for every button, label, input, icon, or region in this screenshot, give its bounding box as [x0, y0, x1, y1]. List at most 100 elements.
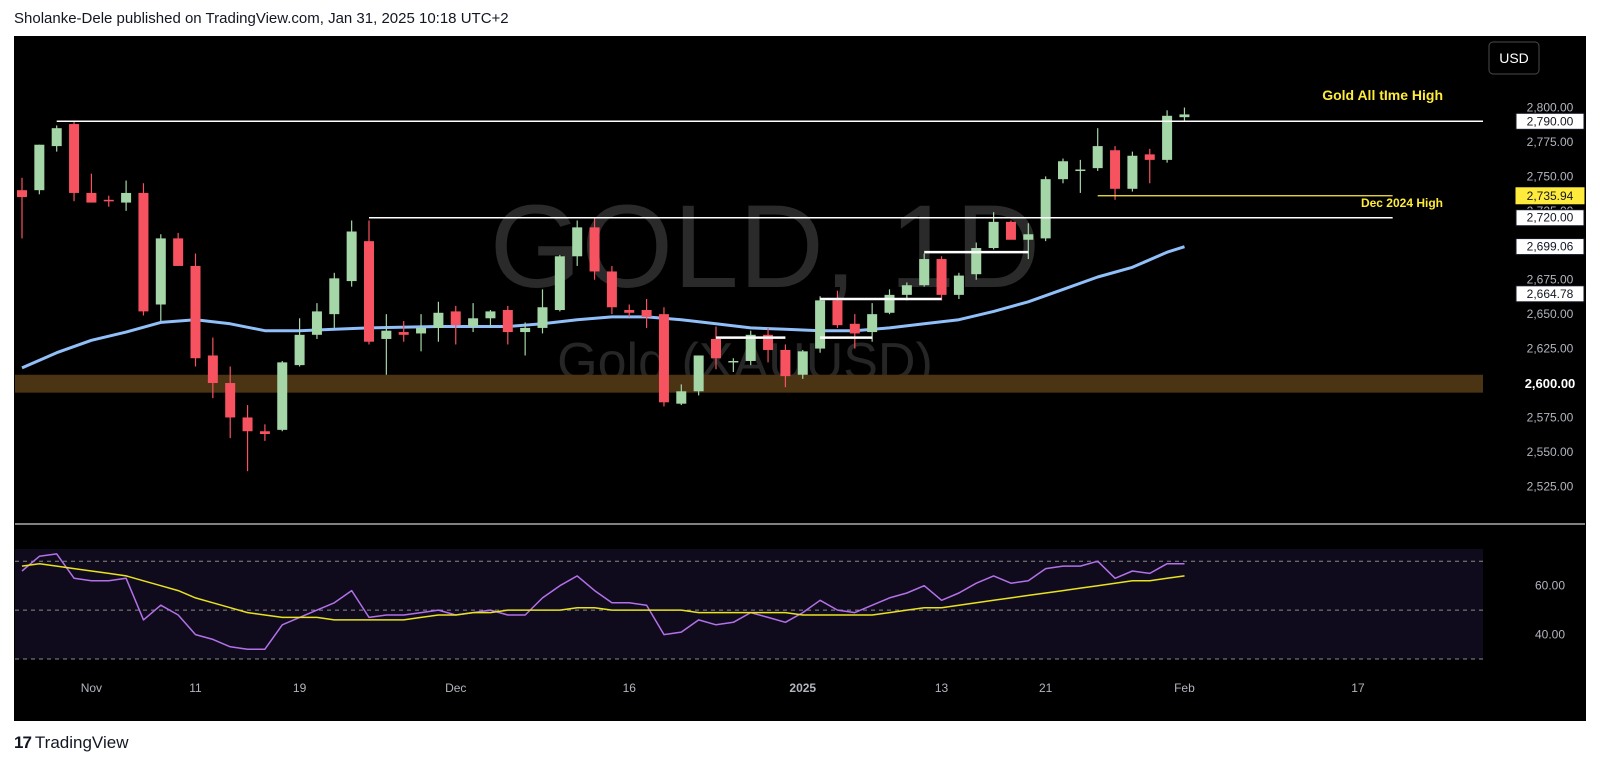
- candle[interactable]: [953, 275, 964, 295]
- chart-frame[interactable]: GOLD, 1D Gold (XAUUSD) 2,525.00 2,550.00 2…: [14, 36, 1586, 721]
- candle[interactable]: [190, 265, 201, 359]
- candle[interactable]: [433, 312, 444, 328]
- candle[interactable]: [1075, 169, 1086, 172]
- price-label: 2,790.00: [1527, 114, 1574, 128]
- price-tick-label: 2,675.00: [1527, 273, 1574, 287]
- candle[interactable]: [849, 323, 860, 334]
- price-tick-label: 2,550.00: [1527, 445, 1574, 459]
- candle[interactable]: [780, 349, 791, 377]
- candle[interactable]: [398, 332, 409, 335]
- candle[interactable]: [1179, 114, 1190, 118]
- candle[interactable]: [468, 318, 479, 327]
- price-label: 2,699.06: [1527, 240, 1574, 254]
- price-label-bg: [1515, 238, 1585, 256]
- candle[interactable]: [34, 144, 45, 191]
- time-tick-label: 17: [1351, 681, 1365, 695]
- candle[interactable]: [988, 221, 999, 249]
- candle[interactable]: [1162, 115, 1173, 160]
- candle[interactable]: [676, 391, 687, 404]
- candle[interactable]: [1005, 221, 1016, 240]
- price-tick-label: 2,775.00: [1527, 135, 1574, 149]
- candle[interactable]: [155, 238, 166, 305]
- candle[interactable]: [277, 362, 288, 430]
- candle[interactable]: [450, 311, 461, 326]
- tradingview-logo[interactable]: 17 TradingView: [14, 733, 128, 753]
- candle[interactable]: [693, 355, 704, 392]
- price-label: 2,600.00: [1525, 376, 1576, 391]
- candle[interactable]: [624, 310, 635, 313]
- candle[interactable]: [884, 294, 895, 313]
- candle[interactable]: [606, 271, 617, 308]
- candle[interactable]: [502, 310, 513, 333]
- candle[interactable]: [364, 241, 374, 342]
- candle[interactable]: [901, 285, 912, 295]
- time-tick-label: 2025: [789, 681, 816, 695]
- price-tick-label: 2,650.00: [1527, 307, 1574, 321]
- currency-button[interactable]: [1488, 41, 1540, 75]
- time-tick-label: Nov: [81, 681, 102, 695]
- candle[interactable]: [971, 248, 982, 275]
- candle[interactable]: [311, 311, 322, 335]
- support-zone[interactable]: [15, 374, 1483, 393]
- candle[interactable]: [763, 334, 774, 350]
- candle[interactable]: [572, 227, 583, 257]
- candle[interactable]: [537, 307, 548, 328]
- publish-info: Sholanke-Dele published on TradingView.c…: [14, 10, 509, 27]
- price-label-bg: [1515, 209, 1585, 227]
- candle[interactable]: [554, 256, 565, 311]
- price-label: 2,720.00: [1527, 211, 1574, 225]
- time-tick-label: 11: [189, 681, 202, 695]
- candle[interactable]: [641, 310, 652, 317]
- candle[interactable]: [658, 314, 669, 403]
- rsi-ma-line[interactable]: [21, 562, 1185, 621]
- candle[interactable]: [832, 300, 843, 326]
- candle[interactable]: [173, 238, 184, 266]
- candle[interactable]: [589, 227, 600, 272]
- candle[interactable]: [207, 355, 218, 384]
- candle[interactable]: [745, 334, 756, 361]
- candle[interactable]: [1092, 146, 1103, 169]
- candle[interactable]: [919, 259, 930, 286]
- ath-annotation[interactable]: Gold All tIme High: [1322, 87, 1443, 103]
- candle[interactable]: [138, 192, 149, 312]
- candle[interactable]: [259, 431, 270, 434]
- candle[interactable]: [711, 338, 721, 359]
- candle[interactable]: [1127, 155, 1138, 189]
- candle[interactable]: [51, 128, 62, 147]
- price-label: 2,735.94: [1527, 189, 1574, 203]
- candle[interactable]: [121, 192, 132, 203]
- candle[interactable]: [103, 199, 114, 202]
- rsi-tick-label: 40.00: [1535, 628, 1565, 642]
- price-tick-label: 2,750.00: [1527, 169, 1574, 183]
- candle[interactable]: [1023, 234, 1034, 240]
- price-label-bg: [1515, 285, 1585, 303]
- rsi-line[interactable]: [21, 553, 1185, 650]
- candle[interactable]: [329, 278, 340, 315]
- rsi-band-background: [15, 549, 1483, 659]
- candle[interactable]: [728, 360, 739, 363]
- candle[interactable]: [17, 190, 27, 198]
- candle[interactable]: [520, 327, 531, 333]
- candle[interactable]: [346, 231, 357, 282]
- candle[interactable]: [416, 327, 427, 334]
- candle[interactable]: [815, 300, 826, 349]
- candle[interactable]: [936, 259, 947, 295]
- candle[interactable]: [797, 351, 808, 375]
- candle[interactable]: [294, 334, 305, 366]
- candle[interactable]: [1110, 150, 1121, 189]
- dec-high-annotation[interactable]: Dec 2024 High: [1361, 196, 1443, 210]
- candle[interactable]: [1058, 161, 1068, 180]
- candle[interactable]: [69, 124, 80, 193]
- chart-canvas[interactable]: GOLD, 1D Gold (XAUUSD) 2,525.002,550.002…: [15, 37, 1585, 720]
- candle[interactable]: [381, 330, 392, 339]
- price-label-bg: [1515, 112, 1585, 130]
- candle[interactable]: [242, 417, 253, 432]
- candle[interactable]: [485, 311, 496, 319]
- price-tick-label: 2,525.00: [1527, 479, 1574, 493]
- rsi-tick-label: 60.00: [1535, 579, 1565, 593]
- candle[interactable]: [867, 314, 878, 333]
- candle[interactable]: [225, 383, 236, 418]
- candle[interactable]: [1040, 179, 1051, 239]
- candle[interactable]: [86, 192, 97, 203]
- candle[interactable]: [1144, 154, 1155, 160]
